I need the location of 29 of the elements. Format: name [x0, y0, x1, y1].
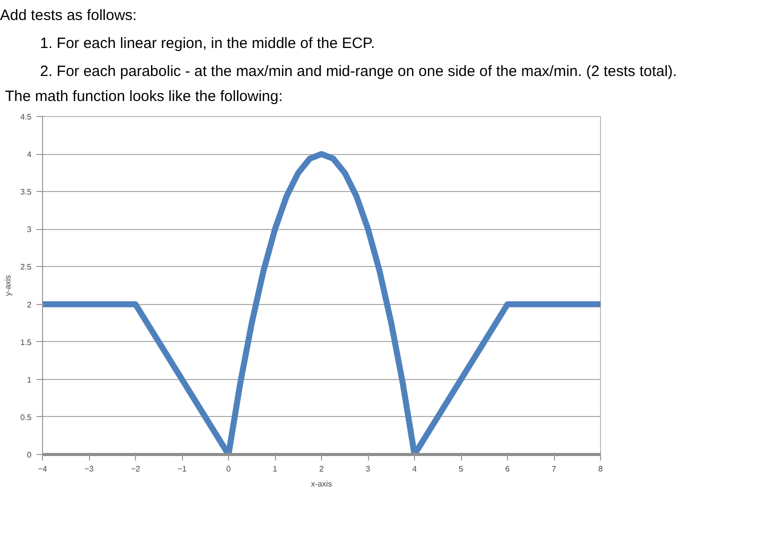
y-axis-title: y-axis: [3, 275, 12, 296]
y-tick-label: 3: [27, 225, 32, 234]
y-tick-label: 2.5: [20, 262, 32, 272]
y-tick-label: 4.5: [20, 112, 32, 122]
chart-title: The math function looks like the following:: [5, 87, 283, 107]
y-tick-label: 0.5: [20, 412, 32, 422]
y-tick-label: 1.5: [20, 338, 32, 347]
x-tick-label: −3: [84, 464, 94, 474]
x-tick-label: 3: [366, 464, 371, 474]
x-tick-label: 0: [226, 464, 232, 474]
x-tick-label: 7: [552, 464, 557, 474]
x-tick-label: 4: [412, 464, 418, 474]
x-tick-label: 6: [505, 464, 510, 474]
text: 1. For each linear region, in the middle of the ECP.: [40, 34, 375, 54]
x-tick-label: 1: [272, 464, 278, 474]
text: Add tests as follows:: [0, 6, 137, 26]
x-tick-label: −1: [177, 464, 188, 474]
x-axis-title: x-axis: [311, 480, 332, 488]
x-tick-label: 8: [598, 464, 604, 474]
x-tick-label: −4: [38, 464, 48, 474]
x-tick-label: 2: [319, 464, 324, 474]
y-tick-label: 0: [27, 450, 32, 460]
y-tick-label: 4: [27, 150, 32, 160]
y-tick-label: 1: [27, 375, 32, 384]
x-tick-label: −2: [130, 464, 141, 474]
text: 2. For each parabolic - at the max/min and mid-range on one side of the max/min. (2 tests total).: [40, 62, 677, 82]
y-tick-label: 3.5: [20, 188, 32, 197]
y-tick-label: 2: [27, 300, 32, 310]
x-tick-label: 5: [458, 464, 464, 474]
